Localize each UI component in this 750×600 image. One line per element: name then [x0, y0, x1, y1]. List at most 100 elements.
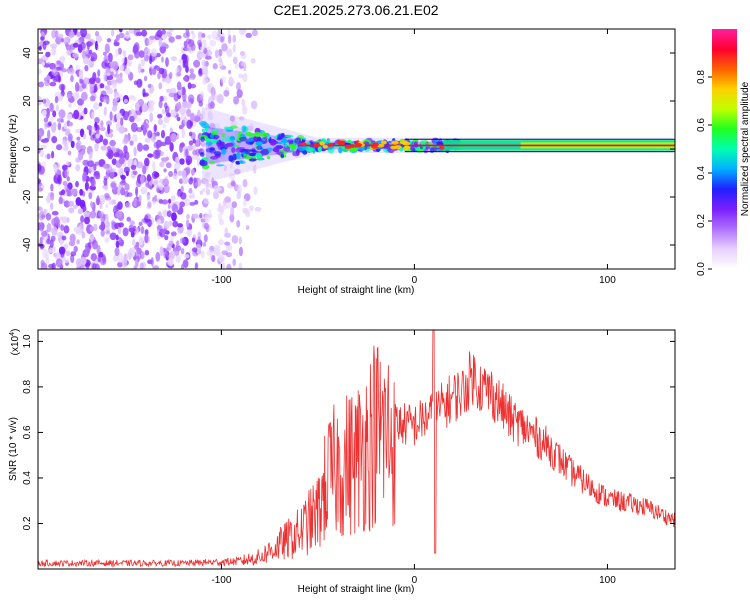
colorbar-gradient [712, 29, 737, 269]
noise-blob [45, 75, 51, 80]
noise-blob [84, 216, 90, 225]
noise-blob [185, 101, 192, 109]
signal-blob [305, 146, 314, 153]
noise-blob [172, 172, 178, 180]
noise-blob [108, 200, 113, 205]
noise-blob [67, 150, 72, 156]
noise-blob [157, 118, 163, 126]
noise-blob [189, 201, 196, 206]
noise-blob [156, 225, 163, 231]
noise-blob [138, 221, 143, 227]
noise-blob [116, 76, 123, 84]
noise-blob [180, 192, 187, 200]
noise-blob [221, 43, 228, 52]
noise-blob [58, 109, 66, 119]
noise-blob [130, 164, 137, 170]
noise-blob [109, 111, 113, 121]
noise-blob [39, 221, 45, 232]
noise-blob [113, 152, 120, 158]
noise-blob [46, 222, 52, 233]
noise-blob [117, 201, 123, 210]
noise-blob [70, 140, 75, 148]
noise-blob [144, 54, 149, 62]
noise-blob [200, 250, 205, 259]
noise-blob [98, 102, 103, 107]
noise-blob [230, 181, 236, 187]
noise-blob [165, 57, 169, 67]
noise-blob [242, 105, 248, 115]
signal-blob [287, 144, 295, 148]
noise-blob [112, 106, 118, 112]
noise-blob [161, 56, 164, 63]
noise-blob [194, 262, 198, 269]
noise-blob [121, 259, 128, 268]
noise-blob [246, 125, 254, 132]
noise-blob [180, 248, 185, 255]
noise-blob [45, 51, 51, 58]
noise-blob [102, 96, 108, 103]
noise-blob [82, 171, 87, 182]
noise-blob [62, 180, 68, 186]
noise-blob [132, 134, 138, 143]
noise-blob [141, 104, 149, 113]
noise-blob [68, 67, 76, 76]
noise-blob [124, 56, 128, 66]
noise-blob [65, 44, 72, 51]
noise-blob [199, 190, 203, 195]
signal-blob [199, 152, 205, 157]
signal-blob [266, 134, 270, 140]
noise-blob [77, 208, 84, 215]
signal-blob [287, 150, 296, 153]
noise-blob [163, 184, 170, 194]
noise-blob [53, 164, 58, 173]
signal-blob [432, 146, 438, 151]
spectrogram-noise [38, 29, 262, 269]
noise-blob [39, 236, 43, 247]
noise-blob [73, 245, 78, 253]
noise-blob [242, 179, 248, 188]
noise-blob [65, 250, 71, 257]
snr-series-line [38, 330, 675, 568]
noise-blob [62, 145, 69, 152]
spectrogram-x-label: Height of straight line (km) [298, 285, 415, 296]
noise-blob [90, 178, 96, 188]
noise-blob [56, 144, 63, 151]
noise-blob [213, 185, 220, 192]
noise-blob [109, 171, 115, 178]
noise-blob [85, 261, 90, 269]
noise-blob [179, 201, 186, 208]
signal-blob [229, 135, 236, 141]
noise-blob [58, 33, 64, 40]
signal-hotspot [349, 144, 356, 148]
noise-blob [163, 116, 170, 124]
noise-blob [129, 220, 135, 226]
noise-blob [152, 200, 157, 206]
signal-blob [249, 133, 256, 138]
noise-blob [106, 120, 112, 127]
noise-blob [89, 49, 93, 55]
noise-blob [219, 255, 225, 263]
signal-blob [281, 133, 285, 137]
noise-blob [140, 187, 148, 195]
noise-blob [200, 142, 206, 147]
noise-blob [164, 235, 169, 241]
noise-blob [117, 261, 123, 268]
noise-blob [161, 29, 166, 35]
signal-blob [244, 148, 251, 155]
noise-blob [46, 153, 51, 160]
colorbar-label: Normalized spectral amplitude [740, 81, 750, 216]
spectrogram-x-tick-label: 0 [412, 275, 418, 286]
noise-blob [160, 130, 166, 139]
noise-blob [117, 252, 124, 263]
noise-blob [40, 138, 48, 143]
noise-blob [89, 86, 95, 94]
noise-blob [188, 187, 193, 194]
noise-blob [61, 189, 66, 196]
noise-blob [188, 131, 193, 137]
noise-blob [201, 188, 206, 193]
noise-blob [185, 155, 193, 165]
noise-blob [197, 109, 201, 118]
noise-blob [40, 259, 45, 267]
noise-blob [220, 36, 224, 43]
noise-blob [157, 72, 161, 80]
